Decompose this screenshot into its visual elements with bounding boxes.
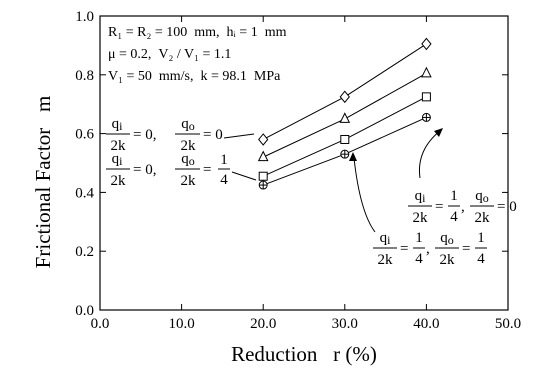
ann3-comma: , (461, 199, 465, 215)
series-circle-plus (258, 112, 431, 190)
ann3-pointer (418, 129, 442, 179)
diamond-marker (258, 133, 269, 146)
annotation-square-series: qi 2k = 1 4 , qo 2k = 0 (408, 128, 517, 226)
y-tick-label: 0.6 (75, 127, 94, 143)
conditions-box: R₁ = R₂ = 100 mm, hᵢ = 1 mm μ = 0.2, V₂ … (108, 25, 287, 84)
y-tick-label: 0.0 (75, 303, 94, 319)
x-tick-label: 50.0 (495, 316, 521, 332)
ann4-qo-num: qo (440, 230, 454, 247)
axis-ticks: 0.0 10.0 20.0 30.0 40.0 50.0 0.0 0.2 0.4 0.6 0.8 1.… (75, 9, 521, 332)
y-tick-label: 0.8 (75, 68, 94, 84)
triangle-marker (339, 112, 351, 123)
plot-axes (99, 15, 509, 311)
ann3-eq2: = 0 (497, 199, 517, 215)
ann3-eq1: = (435, 199, 443, 215)
ann4-qo-val-num: 1 (477, 230, 485, 246)
ann4-arrowhead (349, 152, 357, 161)
series-triangle (257, 66, 432, 162)
ann1-qo-den: 2k (181, 138, 197, 154)
ann1-eq1: = 0, (133, 127, 156, 143)
y-axis-label: Frictional Factor m (31, 96, 55, 269)
ann2-pointer (231, 171, 257, 181)
y-tick-label: 0.4 (75, 185, 94, 201)
ann4-qi-val-num: 1 (415, 230, 423, 246)
x-axis-label: Reduction r (%) (231, 342, 377, 366)
ann3-qi-den: 2k (413, 210, 429, 226)
ann4-qi-den: 2k (378, 252, 394, 268)
triangle-marker (257, 150, 269, 162)
x-tick-label: 30.0 (332, 316, 358, 332)
x-tick-label: 40.0 (413, 316, 439, 332)
ann2-qo-num: qo (181, 151, 195, 168)
ann1-qi-num: qi (112, 116, 124, 133)
ann2-eq2: = (203, 162, 211, 178)
y-tick-label: 1.0 (75, 9, 94, 25)
ann2-eq1: = 0, (133, 162, 156, 178)
ann3-arrowhead (434, 128, 443, 137)
ann3-qi-val-num: 1 (450, 188, 458, 204)
diamond-marker (339, 90, 350, 104)
ann4-comma: , (426, 241, 430, 257)
ann4-qo-val-den: 4 (477, 251, 485, 267)
ann3-qo-num: qo (475, 188, 489, 205)
ann1-qo-num: qo (181, 116, 195, 133)
ann2-qi-den: 2k (111, 173, 127, 189)
x-tick-label: 20.0 (250, 316, 276, 332)
ann4-qi-val-den: 4 (415, 251, 423, 267)
ann3-qi-num: qi (415, 188, 427, 205)
y-tick-label: 0.2 (75, 244, 94, 260)
x-tick-label: 10.0 (168, 316, 194, 332)
ann1-pointer (223, 133, 255, 139)
ann2-qi-num: qi (112, 151, 124, 168)
data-series (257, 37, 432, 190)
condition-line-2: μ = 0.2, V₂ / V₁ = 1.1 (108, 47, 231, 62)
ann4-pointer (353, 157, 376, 233)
ann4-eq1: = (400, 241, 408, 257)
ann2-qo-val-den: 4 (220, 172, 228, 188)
ann1-qi-den: 2k (111, 138, 127, 154)
ann3-qo-den: 2k (475, 210, 491, 226)
plot-frame (99, 15, 509, 311)
series-diamond (258, 37, 432, 146)
ann3-qi-val-den: 4 (450, 209, 458, 225)
x-tick-label: 0.0 (91, 316, 110, 332)
condition-line-1: R₁ = R₂ = 100 mm, hᵢ = 1 mm (108, 25, 287, 40)
series-square (258, 92, 431, 181)
annotation-circle-plus-series: qi 2k = 1 4 , qo 2k = 1 4 (349, 152, 487, 268)
annotation-triangle-series: qi 2k = 0, qo 2k = 1 4 (106, 151, 257, 189)
square-marker (421, 92, 431, 102)
ann1-eq2: = 0 (203, 127, 223, 143)
ann2-qo-val-num: 1 (220, 152, 228, 168)
ann2-qo-den: 2k (181, 173, 197, 189)
ann4-qi-num: qi (380, 230, 392, 247)
annotation-diamond-series: qi 2k = 0, qo 2k = 0 (106, 116, 255, 154)
diamond-marker (421, 37, 432, 51)
triangle-marker (421, 66, 432, 78)
square-marker (258, 171, 268, 181)
square-marker (340, 134, 350, 144)
ann4-eq2: = (462, 241, 470, 257)
ann4-qo-den: 2k (440, 252, 456, 268)
condition-line-3: V₁ = 50 mm/s, k = 98.1 MPa (108, 69, 281, 84)
